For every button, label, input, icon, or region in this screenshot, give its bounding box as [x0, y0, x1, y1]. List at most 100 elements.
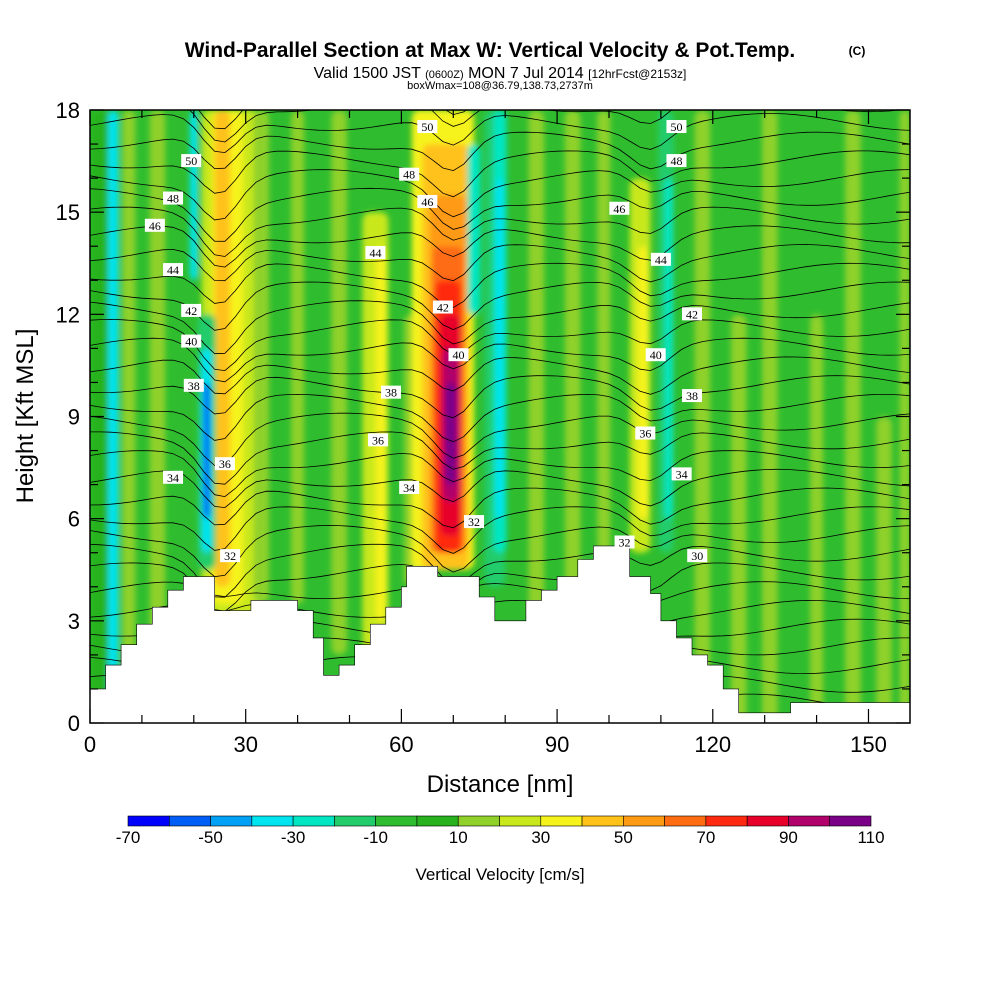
contour-label: 38: [381, 385, 402, 400]
contour-label: 42: [181, 303, 202, 318]
terrain: [90, 545, 910, 723]
theta-contour: [90, 506, 910, 554]
theta-contour: [90, 375, 910, 419]
contour-label: 32: [464, 515, 485, 529]
colorbar-tick-label: -50: [198, 828, 223, 847]
contour-label: 46: [417, 194, 438, 209]
theta-contour: [198, 110, 467, 130]
contour-label-text: 34: [676, 467, 688, 481]
contour-label: 42: [682, 307, 703, 321]
contour-label: 42: [432, 300, 453, 315]
theta-contour: [90, 206, 910, 257]
contour-label-text: 34: [167, 471, 179, 485]
contour-label: 44: [163, 263, 184, 277]
colorbar-swatch: [334, 815, 376, 827]
contour-label-text: 40: [452, 348, 464, 362]
colorbar-swatch: [705, 815, 748, 827]
x-tick-label: 0: [84, 732, 96, 757]
velocity-field: [91, 110, 910, 723]
contour-label: 48: [399, 167, 420, 182]
contour-label: 40: [181, 334, 202, 349]
theta-contour: [90, 150, 910, 198]
contour-label-text: 40: [185, 335, 197, 349]
x-tick-label: 150: [850, 732, 887, 757]
contour-label: 48: [666, 154, 687, 168]
theta-contour: [90, 431, 910, 485]
colorbar-swatch: [168, 815, 211, 827]
contour-label-text: 32: [468, 515, 480, 529]
subtitle-forecast: [12hrFcst@2153z]: [588, 67, 686, 81]
plot-area: 50 48 46 44 42 40 38 36 34 32 50 48 46 44 42 40 38 36 34 32…: [90, 110, 910, 723]
contour-label-text: 46: [613, 202, 625, 216]
contour-label: 50: [666, 120, 687, 134]
colorbar-tick-label: 30: [531, 828, 550, 847]
contour-label-text: 46: [421, 195, 433, 209]
colorbar-tick-label: 70: [696, 828, 715, 847]
contour-label: 44: [365, 246, 386, 260]
colorbar-swatch: [416, 815, 459, 827]
y-tick-label: 9: [68, 405, 80, 430]
theta-contour: [90, 318, 910, 372]
contour-label: 50: [181, 154, 202, 168]
contour-label-text: 38: [385, 386, 397, 400]
contour-label-text: 36: [639, 427, 651, 441]
contour-label: 38: [682, 389, 703, 403]
colorbar: -70 -50 -30 -10 10 30 50 70 90 110: [116, 815, 885, 847]
colorbar-tick-label: -30: [281, 828, 306, 847]
contour-label: 32: [220, 549, 241, 563]
contour-label-text: 38: [188, 379, 200, 393]
contour-label-text: 36: [219, 457, 231, 471]
colorbar-tick-label: 90: [779, 828, 798, 847]
colorbar-swatch: [210, 815, 253, 827]
contour-label: 36: [635, 426, 656, 441]
contour-label: 32: [614, 535, 635, 550]
y-axis-label: Height [Kft MSL]: [12, 329, 39, 504]
colorbar-tick-label: -70: [116, 828, 141, 847]
x-axis: 0 30 60 90 120 150: [84, 110, 887, 757]
theta-contour: [90, 337, 910, 383]
y-tick-label: 15: [56, 200, 80, 225]
colorbar-tick-label: -10: [363, 828, 388, 847]
contour-label-text: 48: [670, 154, 682, 168]
contour-labels: 50 48 46 44 42 40 38 36 34 32 50 48 46 44 42 40 38 36 34 32…: [144, 120, 708, 563]
contour-label: 40: [448, 348, 469, 362]
contour-label-text: 38: [686, 389, 698, 403]
theta-contour: [90, 525, 910, 578]
contour-label-text: 50: [670, 120, 682, 134]
colorbar-swatch: [788, 815, 831, 827]
contour-label-text: 32: [619, 536, 631, 550]
theta-contour: [90, 581, 910, 604]
contour-label-text: 40: [650, 348, 662, 362]
colorbar-swatch: [457, 815, 500, 827]
theta-contour: [90, 131, 910, 172]
contour-label: 36: [368, 433, 389, 447]
theta-contour: [90, 169, 910, 221]
subtitle-day: MON 7 Jul 2014: [468, 65, 584, 82]
colorbar-swatch: [375, 815, 418, 827]
contour-label-text: 42: [686, 307, 698, 321]
theta-contour: [90, 281, 910, 331]
contour-label-text: 44: [369, 246, 381, 260]
y-tick-label: 3: [68, 609, 80, 634]
theta-contour: [90, 543, 910, 598]
contour-label: 44: [650, 252, 671, 267]
colorbar-tick-label: 110: [857, 828, 884, 847]
contour-label: 46: [144, 218, 165, 233]
theta-contour: [90, 468, 910, 509]
theta-contour: [90, 300, 910, 355]
subtitle-zulu: (0600Z): [425, 69, 464, 81]
contour-label-text: 42: [437, 301, 449, 315]
theta-contour: [90, 244, 910, 283]
copyright-mark: (C): [849, 44, 866, 58]
contour-label-text: 34: [403, 481, 415, 495]
contour-label: 34: [671, 467, 692, 481]
theta-contour: [90, 262, 910, 308]
theta-contour: [90, 393, 910, 443]
theta-contour: [90, 562, 910, 612]
colorbar-tick-label: 50: [614, 828, 633, 847]
contour-label-text: 32: [224, 549, 236, 563]
x-axis-label: Distance [nm]: [427, 771, 574, 798]
colorbar-swatch: [292, 815, 335, 827]
